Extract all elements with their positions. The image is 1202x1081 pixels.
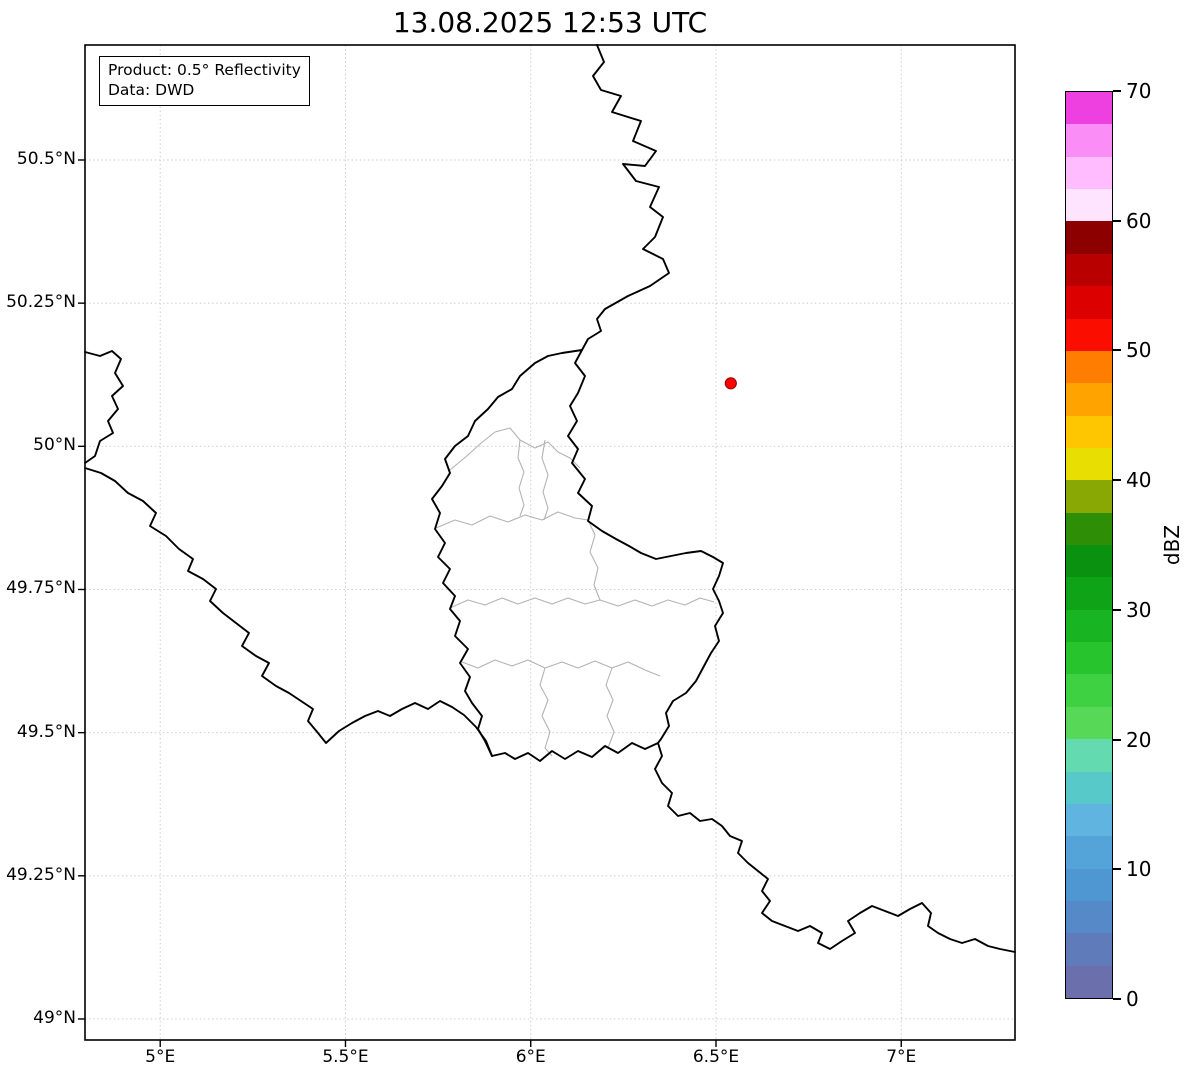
colorbar-tick <box>1113 868 1121 871</box>
colorbar-tick <box>1113 738 1121 741</box>
colorbar-segment <box>1066 156 1112 190</box>
colorbar <box>1065 91 1113 999</box>
colorbar-segment <box>1066 480 1112 513</box>
x-tick-label: 6°E <box>515 1047 546 1067</box>
colorbar-segment <box>1066 836 1112 869</box>
colorbar-segment <box>1066 803 1112 837</box>
colorbar-tick <box>1113 219 1121 222</box>
colorbar-tick <box>1113 90 1121 92</box>
colorbar-segment <box>1066 933 1112 966</box>
colorbar-tick-label: 60 <box>1126 208 1152 233</box>
border-germany-belgium <box>581 44 670 351</box>
colorbar-segment <box>1066 253 1112 287</box>
canton-border-line <box>541 439 549 521</box>
product-info-box: Product: 0.5° Reflectivity Data: DWD <box>99 56 310 106</box>
colorbar-segment <box>1066 383 1112 416</box>
colorbar-tick <box>1113 479 1121 482</box>
colorbar-segment <box>1066 318 1112 351</box>
colorbar-segment <box>1066 189 1112 222</box>
colorbar-segment <box>1066 739 1112 772</box>
canton-border-line <box>539 667 553 757</box>
colorbar-tick <box>1113 608 1121 611</box>
product-info-line: Product: 0.5° Reflectivity <box>108 61 301 79</box>
colorbar-tick <box>1113 349 1121 352</box>
colorbar-segment <box>1066 868 1112 901</box>
y-tick-label: 49.75°N <box>6 578 76 599</box>
colorbar-tick-label: 20 <box>1126 727 1152 752</box>
colorbar-segment <box>1066 642 1112 675</box>
colorbar-tick-label: 70 <box>1126 79 1152 103</box>
canton-border-line <box>449 597 715 609</box>
colorbar-segment <box>1066 124 1112 157</box>
y-tick-label: 49.25°N <box>6 864 76 885</box>
radar-marker-dot <box>724 377 737 390</box>
colorbar-segment <box>1066 350 1112 384</box>
canton-border-line <box>461 659 661 677</box>
x-tick-label: 7°E <box>886 1047 917 1067</box>
canton-border-line <box>587 519 601 601</box>
colorbar-segment <box>1066 965 1112 999</box>
canton-border-line <box>517 439 525 517</box>
data-source-line: Data: DWD <box>108 81 195 100</box>
y-tick-label: 50°N <box>33 435 76 456</box>
colorbar-tick-label: 40 <box>1126 468 1152 493</box>
colorbar-segment <box>1066 221 1112 254</box>
figure-title: 13.08.2025 12:53 UTC <box>392 6 708 39</box>
canton-borders <box>435 427 715 757</box>
colorbar-segment <box>1066 900 1112 934</box>
colorbar-segment <box>1066 771 1112 804</box>
colorbar-axis-label: dBZ <box>1160 524 1184 566</box>
border-luxembourg <box>431 349 724 762</box>
colorbar-tick-label: 10 <box>1126 857 1152 882</box>
colorbar-segment <box>1066 706 1112 740</box>
colorbar-segment <box>1066 577 1112 610</box>
colorbar-tick-label: 30 <box>1126 597 1152 622</box>
colorbar-segment <box>1066 447 1112 481</box>
colorbar-segment <box>1066 92 1112 125</box>
colorbar-segment <box>1066 609 1112 643</box>
canton-border-line <box>605 667 615 749</box>
colorbar-segment <box>1066 286 1112 319</box>
border-france-belgium <box>84 467 493 757</box>
axis-ticks <box>78 159 902 1047</box>
colorbar-segment <box>1066 545 1112 578</box>
y-tick-label: 49°N <box>33 1007 76 1028</box>
y-tick-label: 49.5°N <box>16 721 76 742</box>
colorbar-tick <box>1113 998 1121 1000</box>
colorbar-segment <box>1066 415 1112 448</box>
colorbar-segment <box>1066 674 1112 707</box>
y-tick-label: 50.25°N <box>6 292 76 313</box>
border-france-germany <box>654 742 1016 953</box>
country-borders <box>84 44 1016 953</box>
colorbar-tick-label: 0 <box>1126 987 1139 1011</box>
x-tick-label: 5.5°E <box>322 1047 369 1067</box>
border-givet-salient <box>84 350 124 464</box>
gridlines <box>85 45 1015 1040</box>
colorbar-tick-label: 50 <box>1126 338 1152 363</box>
x-tick-label: 6.5°E <box>692 1047 740 1067</box>
y-tick-label: 50.5°N <box>16 148 76 169</box>
x-tick-label: 5°E <box>145 1047 176 1067</box>
plot-frame <box>84 44 1016 1041</box>
canton-border-line <box>435 511 589 529</box>
colorbar-segment <box>1066 512 1112 546</box>
